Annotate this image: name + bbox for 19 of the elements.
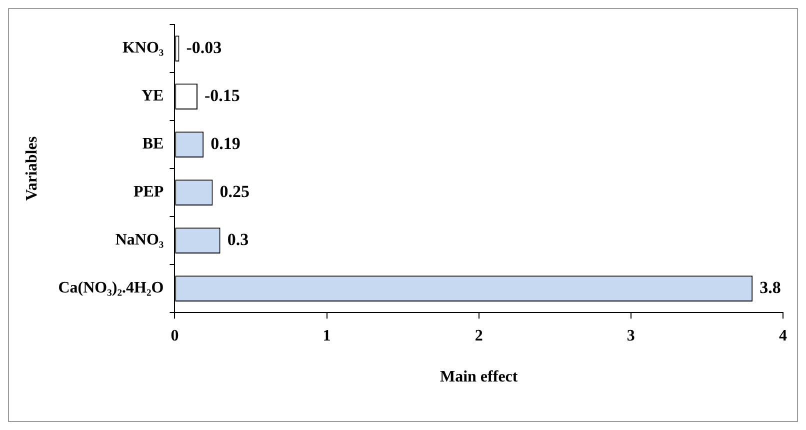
x-tick-label: 3 <box>626 327 635 344</box>
data-label: 0.3 <box>227 230 249 249</box>
y-tick-label: NaNO₃ <box>115 232 164 249</box>
y-tick-label: Ca(NO₃)₂.4H₂O <box>58 280 164 297</box>
data-label: 3.8 <box>760 278 781 297</box>
y-tick-label: KNO₃ <box>122 40 164 57</box>
y-tick-label: YE <box>141 88 164 105</box>
data-label: 0.19 <box>210 134 240 153</box>
y-tick-label: PEP <box>133 184 164 201</box>
y-tick-label: BE <box>142 136 164 153</box>
x-axis-title: Main effect <box>440 368 518 386</box>
data-label: -0.03 <box>186 38 222 57</box>
x-tick-label: 4 <box>779 327 787 344</box>
y-axis-title: Variables <box>24 136 41 201</box>
x-tick-label: 0 <box>170 327 179 344</box>
x-tick-label: 2 <box>474 327 483 344</box>
data-label: 0.25 <box>220 182 250 201</box>
x-tick-label: 1 <box>322 327 331 344</box>
data-label: -0.15 <box>204 86 240 105</box>
